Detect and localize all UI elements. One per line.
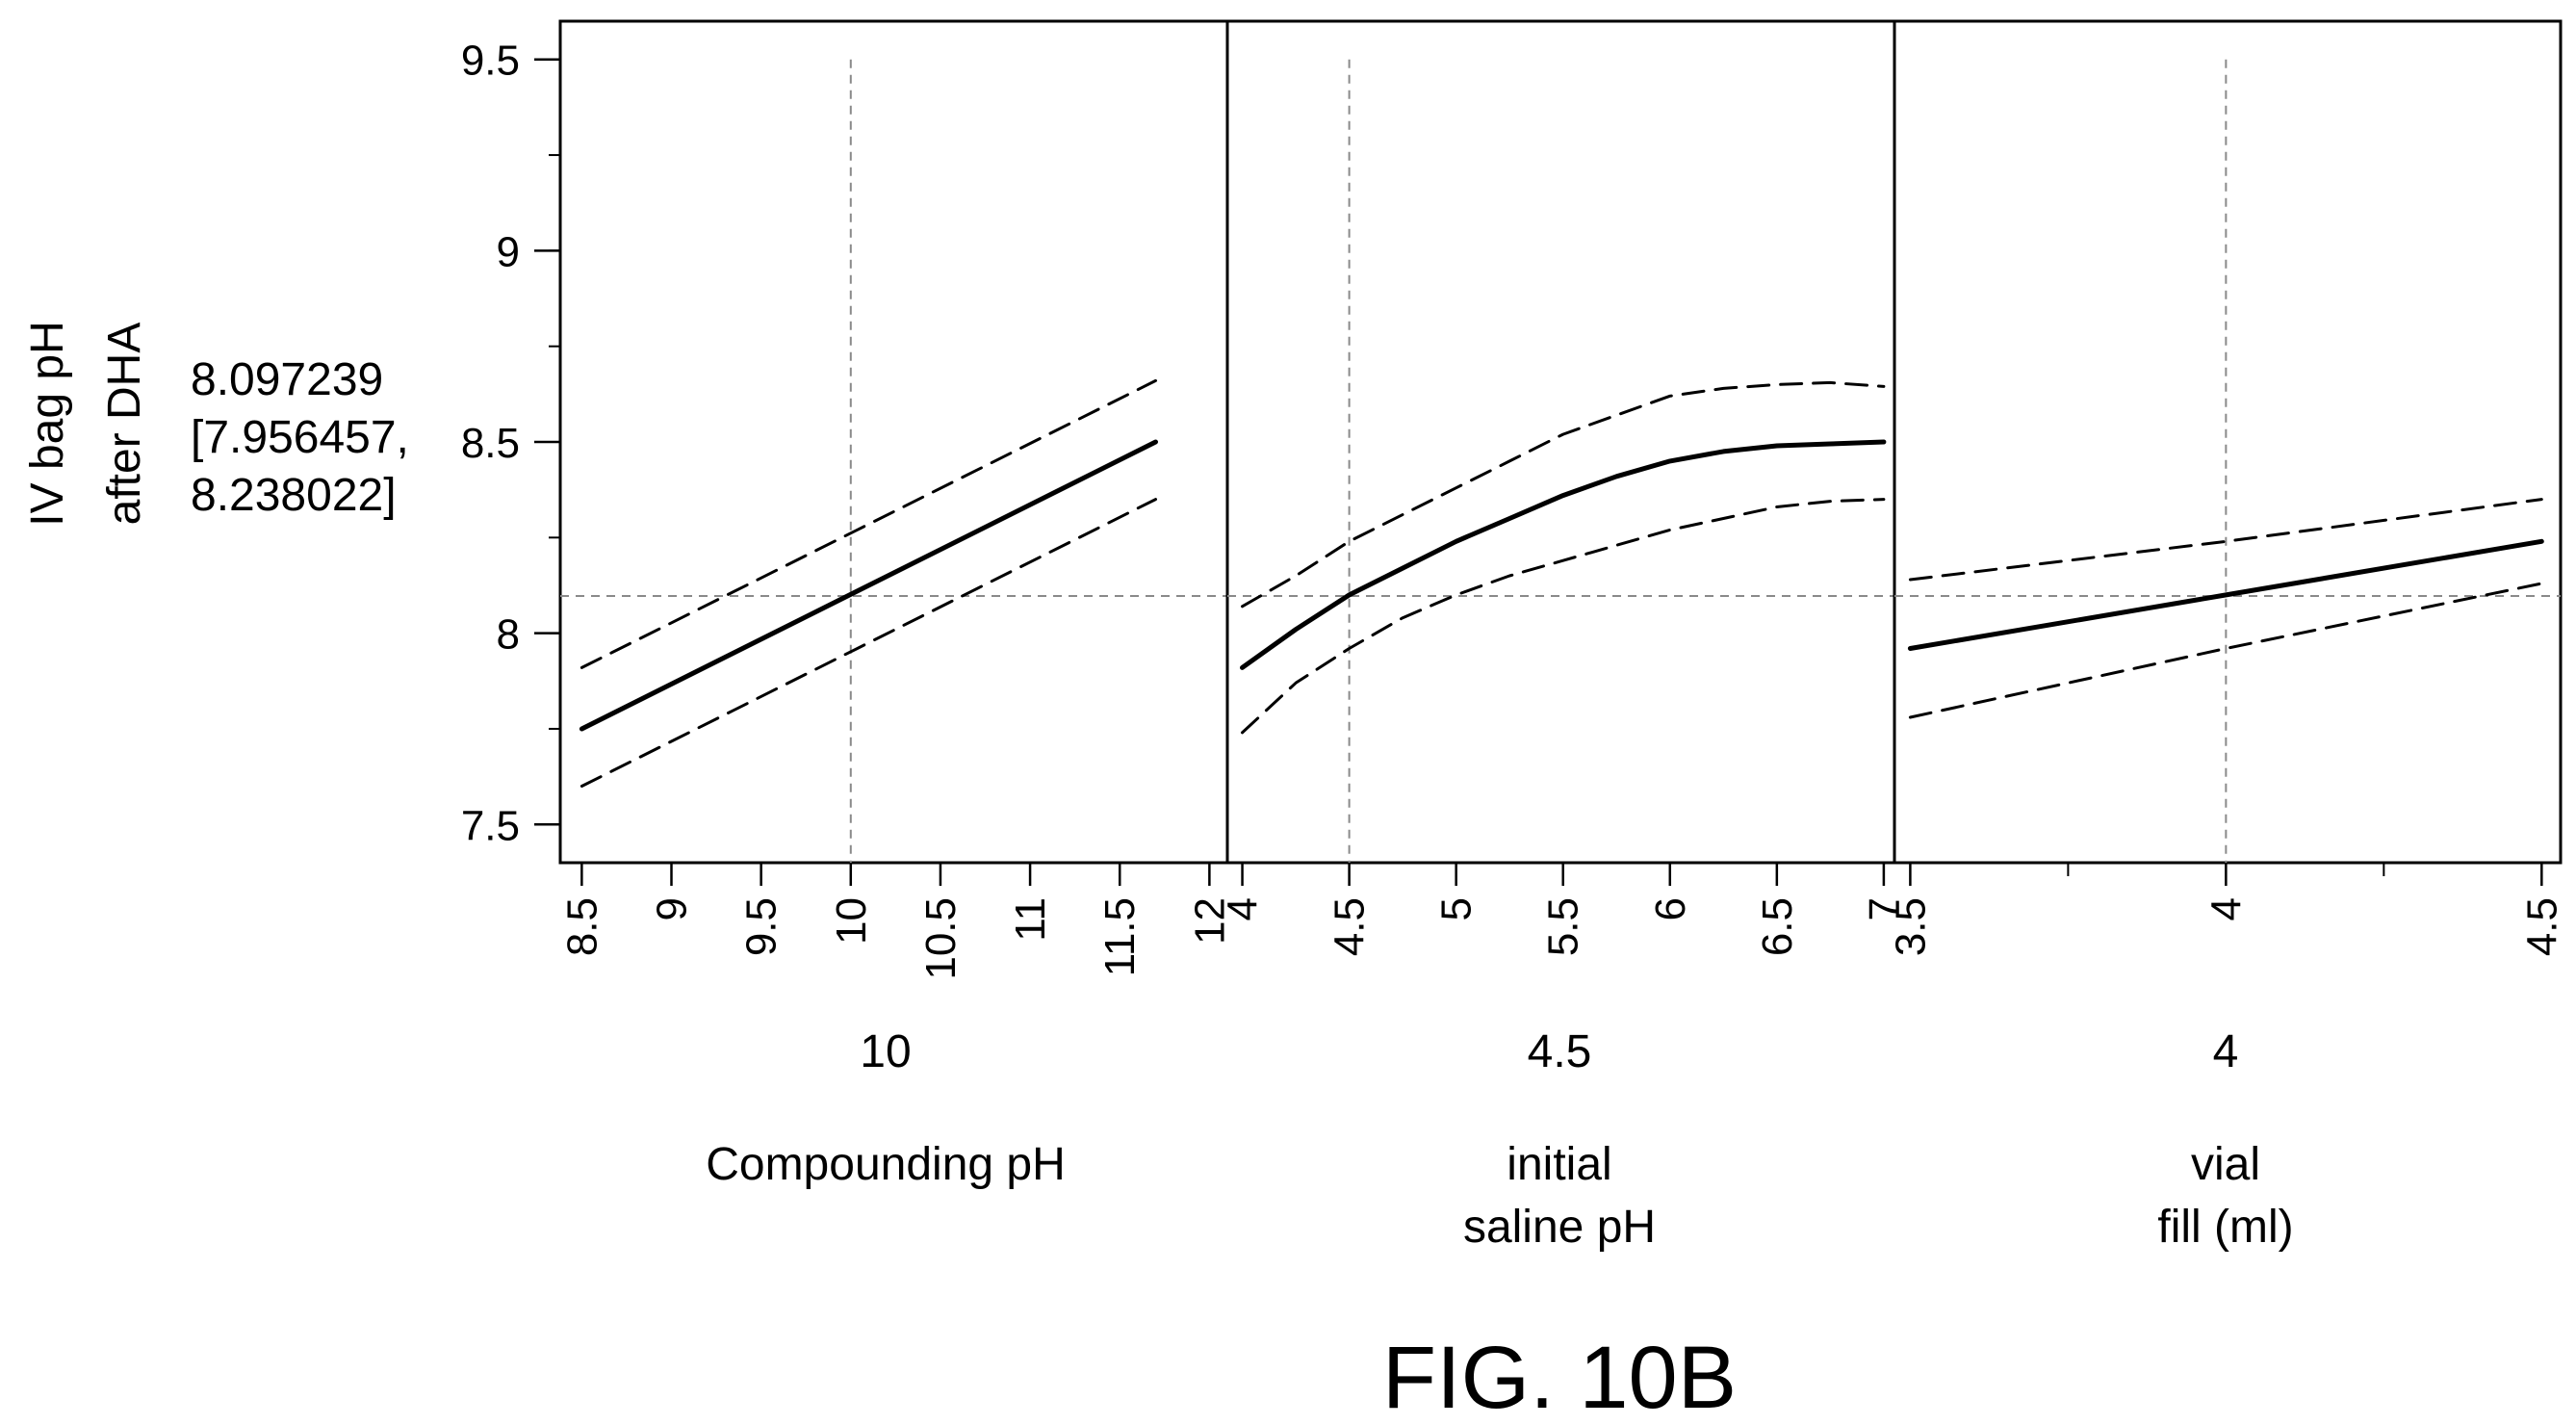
x-axis-label-vial-line-2: fill (ml) (2157, 1202, 2293, 1253)
x-axis-label-saline-line-2: saline pH (1463, 1202, 1656, 1253)
prediction-readout: 8.097239 [7.956457, 8.238022] (191, 354, 409, 521)
panel-caption-compounding: 10 Compounding pH (706, 1026, 1066, 1190)
x-axis-label-compounding: Compounding pH (706, 1139, 1066, 1190)
x-tick-label-compounding-3: 10 (828, 897, 875, 945)
x-tick-label-compounding-1: 9 (649, 897, 696, 920)
y-tick-label-0: 7.5 (461, 802, 520, 849)
x-tick-label-vial-0: 3.5 (1887, 897, 1934, 956)
prediction-ci-lower: [7.956457, (191, 412, 409, 463)
x-tick-label-saline-6: 7 (1861, 897, 1908, 920)
x-tick-label-compounding-5: 11 (1007, 897, 1054, 942)
confidence-band-saline-2 (1241, 380, 1886, 609)
x-tick-label-saline-3: 5.5 (1540, 897, 1587, 956)
y-axis-label-line-1: IV bag pH (22, 321, 73, 526)
current-value-compounding: 10 (860, 1026, 911, 1077)
y-axis-label: IV bag pH after DHA (22, 321, 150, 526)
y-tick-label-2: 8.5 (461, 420, 520, 467)
panel-compounding: 8.5 9 9.5 10 10.5 11 11.5 12 (558, 19, 1233, 980)
figure-label: FIG. 10B (1382, 1329, 1737, 1425)
x-tick-label-compounding-0: 8.5 (558, 897, 605, 956)
panel-saline: 4 4.5 5 5.5 6 6.5 7 (1220, 19, 1908, 956)
profiler-panels: 8.5 9 9.5 10 10.5 11 11.5 124 4.5 5 5.5 6 6.5 73.5 4 4.… (558, 19, 2565, 980)
panel-caption-vial: 4 vial fill (ml) (2157, 1026, 2293, 1253)
panel-caption-saline: 4.5 initial saline pH (1463, 1026, 1656, 1253)
x-tick-label-compounding-6: 11.5 (1096, 897, 1144, 976)
y-axis-label-line-2: after DHA (99, 323, 150, 526)
x-tick-label-saline-2: 5 (1433, 897, 1481, 920)
panel-vial: 3.5 4 4.5 (1887, 19, 2565, 956)
confidence-band-compounding-2 (580, 378, 1157, 669)
confidence-band-compounding-1 (580, 498, 1157, 788)
x-tick-label-saline-5: 6.5 (1754, 897, 1801, 956)
confidence-band-saline-1 (1241, 498, 1886, 735)
current-value-vial: 4 (2213, 1026, 2239, 1077)
prediction-value: 8.097239 (191, 354, 383, 405)
confidence-band-vial-1 (1908, 582, 2543, 719)
y-tick-label-4: 9.5 (461, 38, 520, 85)
x-tick-label-compounding-2: 9.5 (738, 897, 786, 956)
current-value-saline: 4.5 (1528, 1026, 1592, 1077)
prediction-curve-compounding (579, 439, 1158, 732)
y-axis: 7.5 8 8.5 9 9.5 (461, 38, 560, 849)
x-tick-label-saline-4: 6 (1647, 897, 1694, 920)
x-tick-label-compounding-7: 12 (1186, 897, 1233, 945)
y-tick-label-1: 8 (497, 611, 520, 659)
x-tick-label-vial-2: 4.5 (2518, 897, 2565, 956)
panel-frame-compounding (558, 19, 1229, 865)
x-axis-label-saline-line-1: initial (1507, 1139, 1611, 1190)
panel-frame-saline (1225, 19, 1896, 865)
x-tick-label-saline-0: 4 (1220, 897, 1267, 920)
x-tick-label-saline-1: 4.5 (1327, 897, 1374, 956)
prediction-curve-vial (1907, 538, 2544, 651)
panel-frame-vial (1893, 19, 2563, 865)
x-axis-label-vial-line-1: vial (2191, 1139, 2260, 1190)
prediction-ci-upper: 8.238022] (191, 470, 397, 521)
confidence-band-vial-2 (1908, 498, 2543, 582)
x-tick-label-vial-1: 4 (2202, 897, 2250, 920)
y-tick-label-3: 9 (497, 228, 520, 275)
x-tick-label-compounding-4: 10.5 (917, 897, 965, 980)
prediction-curve-saline (1240, 439, 1887, 670)
